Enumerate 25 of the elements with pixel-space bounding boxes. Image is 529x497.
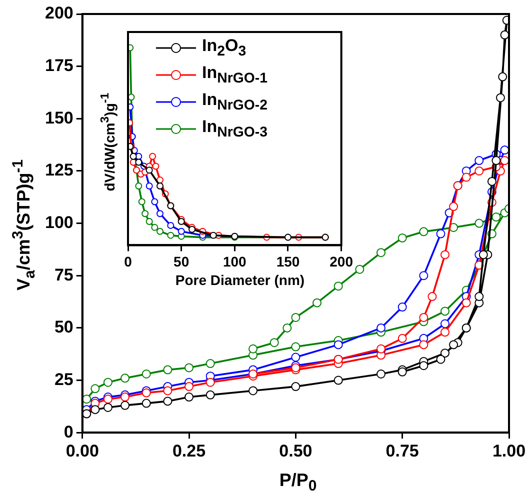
y-tick-label: 75 — [54, 265, 74, 284]
y-tick-label: 25 — [54, 370, 74, 389]
x-tick-label: 100 — [222, 253, 247, 270]
y-tick-label: 125 — [44, 160, 74, 180]
y-tick-label: 200 — [44, 4, 74, 23]
x-axis-title: Pore Diameter (nm) — [175, 272, 305, 288]
x-tick-label: 0.00 — [66, 441, 99, 460]
y-tick-label: 0 — [64, 422, 74, 442]
x-tick-label: 50 — [174, 253, 190, 270]
y-tick-label: 100 — [44, 212, 74, 232]
legend-label: In$_{2}$O$_{3}$ — [202, 36, 246, 60]
x-tick-label: 1.00 — [492, 441, 526, 460]
legend-label: In$_{NrGO-3}$ — [202, 116, 268, 140]
x-tick-label: 150 — [276, 253, 300, 270]
y-tick-label: 150 — [44, 108, 74, 128]
y-tick-label: 175 — [44, 56, 74, 76]
legend-label: In$_{NrGO-1}$ — [202, 62, 268, 86]
x-tick-label: 0.75 — [386, 441, 419, 460]
legend-label: In$_{NrGO-2}$ — [202, 90, 268, 114]
x-tick-label: 0.25 — [172, 441, 206, 460]
y-tick-label: 50 — [54, 318, 74, 337]
x-tick-label: 0.50 — [279, 441, 312, 460]
x-axis-title: P/P$_{0}$ — [279, 470, 317, 495]
x-tick-label: 200 — [330, 253, 354, 270]
x-tick-label: 0 — [124, 253, 132, 270]
